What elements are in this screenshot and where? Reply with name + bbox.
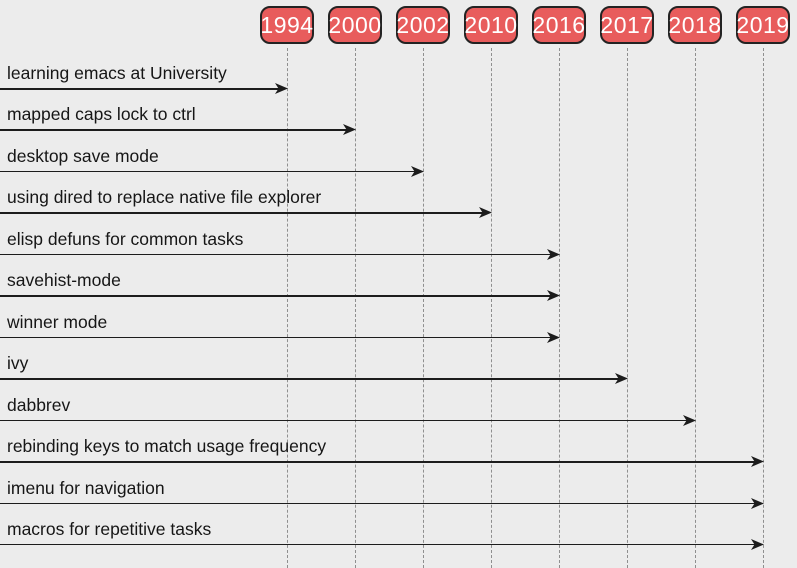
event-label: winner mode	[7, 311, 108, 332]
event-arrow-line	[0, 129, 347, 131]
event-label: rebinding keys to match usage frequency	[7, 436, 327, 457]
arrowhead-icon	[547, 290, 560, 302]
year-badge: 2000	[328, 6, 382, 44]
event-label: desktop save mode	[7, 145, 159, 166]
event-label: elisp defuns for common tasks	[7, 228, 244, 249]
event-label: savehist-mode	[7, 270, 121, 291]
year-gridline	[490, 48, 492, 568]
event-label: mapped caps lock to ctrl	[7, 104, 196, 125]
event-arrow-line	[0, 212, 483, 214]
arrowhead-icon	[751, 538, 764, 550]
year-gridline	[558, 48, 560, 568]
arrowhead-icon	[411, 165, 424, 177]
arrowhead-icon	[615, 373, 628, 385]
year-badge: 2010	[464, 6, 518, 44]
event-arrow-line	[0, 336, 551, 339]
event-arrow-line	[0, 419, 687, 422]
year-badge: 2016	[532, 6, 586, 44]
year-badge: 1994	[260, 6, 314, 44]
arrowhead-icon	[343, 124, 356, 136]
year-gridline	[354, 48, 356, 568]
event-label: imenu for navigation	[7, 477, 165, 498]
event-arrow-line	[0, 295, 551, 297]
year-badge: 2002	[396, 6, 450, 44]
year-badge: 2018	[668, 6, 722, 44]
year-badge: 2019	[736, 6, 790, 44]
arrowhead-icon	[479, 207, 492, 219]
event-label: dabbrev	[7, 394, 71, 415]
event-label: using dired to replace native file explo…	[7, 187, 322, 208]
year-gridline	[694, 48, 696, 568]
event-arrow-line	[0, 461, 755, 463]
event-arrow-line	[0, 88, 279, 90]
arrowhead-icon	[547, 248, 560, 260]
year-gridline	[626, 48, 628, 568]
event-arrow-line	[0, 253, 551, 256]
arrowhead-icon	[751, 456, 764, 468]
event-arrow-line	[0, 502, 755, 504]
event-arrow-line	[0, 378, 619, 380]
arrowhead-icon	[683, 414, 696, 426]
event-label: ivy	[7, 353, 29, 374]
arrowhead-icon	[275, 83, 288, 94]
arrowhead-icon	[751, 497, 764, 509]
arrowhead-icon	[547, 331, 560, 343]
year-gridline	[762, 48, 764, 568]
event-arrow-line	[0, 170, 415, 173]
event-label: learning emacs at University	[7, 63, 227, 83]
year-gridline	[422, 48, 424, 568]
event-arrow-line	[0, 543, 755, 546]
year-badge: 2017	[600, 6, 654, 44]
event-label: macros for repetitive tasks	[7, 518, 212, 539]
year-gridline	[286, 48, 288, 568]
